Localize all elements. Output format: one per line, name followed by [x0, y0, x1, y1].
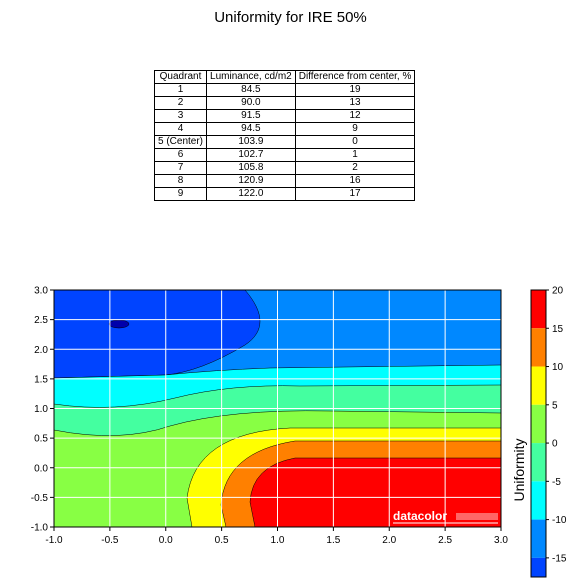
datacolor-logo-text: datacolor	[393, 509, 447, 523]
x-tick-label: 3.0	[494, 535, 508, 546]
colorbar-tick-label: -10	[552, 515, 567, 526]
x-tick-label: -0.5	[101, 535, 119, 546]
y-tick-label: 0.0	[34, 463, 48, 474]
y-tick-label: 1.5	[34, 374, 48, 385]
colorbar-segment	[531, 557, 546, 577]
y-tick-label: 3.0	[34, 286, 48, 297]
colorbar-tick-label: 10	[552, 362, 564, 373]
colorbar: 20 15 10 5 0 -5 -10 -15	[530, 286, 567, 578]
y-tick-label: 2.5	[34, 315, 48, 326]
colorbar-tick-label: 0	[552, 439, 558, 450]
x-tick-label: 0.5	[215, 535, 229, 546]
colorbar-frame	[530, 289, 547, 578]
table-row: 2 90.0 13	[153, 96, 416, 110]
grid-lines	[54, 290, 501, 527]
colorbar-segment	[531, 443, 546, 482]
colorbar-segment	[531, 519, 546, 558]
cell-quadrant: 9	[153, 187, 208, 201]
y-tick-label: -0.5	[31, 493, 49, 504]
colorbar-label: Uniformity	[511, 438, 527, 501]
table-row: 9 122.0 17	[153, 187, 416, 201]
x-tick-label: -1.0	[45, 535, 63, 546]
colorbar-segment	[531, 481, 546, 520]
y-axis: 3.0 2.5 2.0 1.5 1.0 0.5 0.0 -0.5 -1.0	[31, 286, 54, 534]
table-row: 6 102.7 1	[153, 148, 416, 162]
chart-title: Uniformity for IRE 50%	[214, 9, 367, 26]
colorbar-tick-label: -5	[552, 477, 561, 488]
contour-minimum-spot	[108, 319, 130, 329]
colorbar-tick-label: 5	[552, 400, 558, 411]
y-tick-label: 2.0	[34, 345, 48, 356]
datacolor-logo: datacolor	[393, 509, 498, 524]
table-header-row: Quadrant Luminance, cd/m2 Difference fro…	[153, 70, 416, 84]
x-tick-label: 1.5	[326, 535, 340, 546]
colorbar-segment	[531, 366, 546, 405]
cell-quadrant: 4	[153, 122, 208, 136]
y-tick-label: 1.0	[34, 404, 48, 415]
x-tick-label: 2.5	[438, 535, 452, 546]
cell-difference: 17	[294, 187, 416, 201]
y-tick-label: -1.0	[31, 523, 49, 534]
table-row: 5 (Center) 103.9 0	[153, 135, 416, 149]
table-row: 3 91.5 12	[153, 109, 416, 123]
table-row: 8 120.9 16	[153, 174, 416, 188]
colorbar-tick-label: 15	[552, 324, 564, 335]
colorbar-segment	[531, 290, 546, 329]
colorbar-tick-label: -15	[552, 553, 567, 564]
uniformity-table: Quadrant Luminance, cd/m2 Difference fro…	[153, 70, 416, 201]
x-tick-label: 2.0	[382, 535, 396, 546]
contour-plot-area	[54, 290, 501, 527]
contour-band-15-to-20	[249, 457, 501, 527]
y-tick-label: 0.5	[34, 434, 48, 445]
colorbar-segment	[531, 328, 546, 367]
colorbar-segment	[531, 404, 546, 444]
datacolor-logo-bar	[456, 513, 498, 520]
x-axis: -1.0 -0.5 0.0 0.5 1.0 1.5 2.0 2.5 3.0	[45, 527, 508, 546]
colorbar-tick-label: 20	[552, 286, 564, 297]
x-tick-label: 1.0	[271, 535, 285, 546]
x-tick-label: 0.0	[159, 535, 173, 546]
contour-band-below-minus15	[54, 290, 261, 379]
